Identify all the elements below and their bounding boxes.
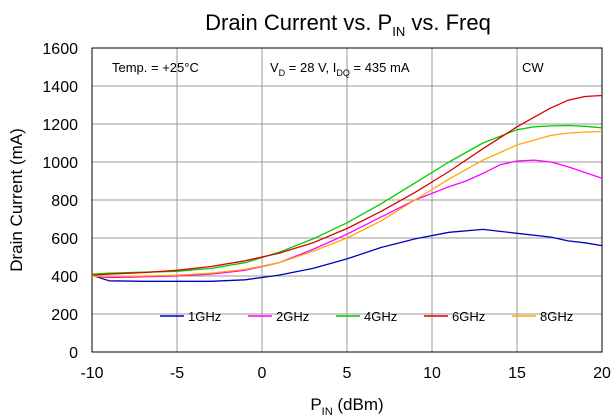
legend-label-1GHz: 1GHz [188,309,221,324]
x-tick-label: 0 [258,365,267,382]
y-tick-label: 800 [51,193,78,210]
legend-label-8GHz: 8GHz [540,309,573,324]
series-line-4GHz [91,124,603,275]
x-tick-label: -5 [170,365,184,382]
legend: 1GHz 2GHz 4GHz 6GHz 8GHz [160,309,573,324]
legend-label-6GHz: 6GHz [452,309,485,324]
y-tick-labels: 0 200 400 600 800 1000 1200 1400 1600 [42,41,78,362]
x-axis-label: PIN (dBm) [310,395,383,418]
y-tick-label: 1000 [42,155,78,172]
legend-label-2GHz: 2GHz [276,309,309,324]
plot-area-frame [91,47,603,353]
y-tick-label: 1600 [42,41,78,58]
y-axis-label: Drain Current (mA) [7,128,26,272]
grid-lines [91,47,603,353]
bias-annotation: VD = 28 V, IDQ = 435 mA [270,60,410,78]
y-tick-label: 1400 [42,79,78,96]
y-tick-label: 1200 [42,117,78,134]
temperature-annotation: Temp. = +25°C [112,60,199,75]
x-tick-label: 10 [423,365,441,382]
x-tick-labels: -10 -5 0 5 10 15 20 [80,365,611,382]
legend-label-4GHz: 4GHz [364,309,397,324]
series-line-6GHz [91,94,603,276]
mode-annotation: CW [522,60,544,75]
series-line-1GHz [91,228,603,282]
y-tick-label: 600 [51,231,78,248]
series-lines [91,94,603,282]
y-tick-label: 200 [51,307,78,324]
x-tick-label: -10 [80,365,103,382]
chart-title: Drain Current vs. PIN vs. Freq [205,10,491,39]
x-tick-label: 15 [508,365,526,382]
series-line-8GHz [91,130,603,278]
x-tick-label: 20 [593,365,611,382]
x-tick-label: 5 [343,365,352,382]
y-tick-label: 0 [69,345,78,362]
y-tick-label: 400 [51,269,78,286]
